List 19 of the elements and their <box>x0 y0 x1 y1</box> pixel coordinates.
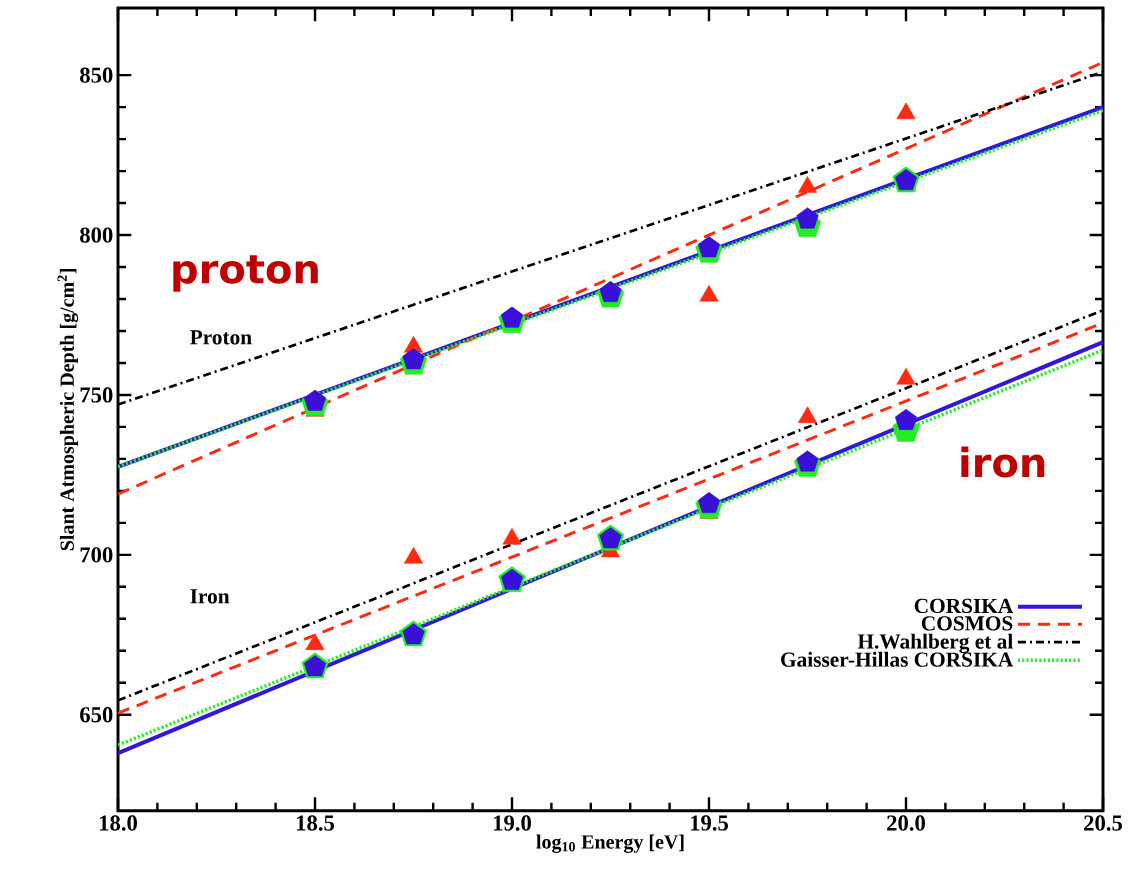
x-tick-label: 18.0 <box>99 815 137 831</box>
x-tick-label: 20.5 <box>1084 815 1122 831</box>
y-tick-label: 700 <box>80 547 113 563</box>
annotation: proton <box>173 255 318 292</box>
annotation: Proton <box>190 330 252 345</box>
legend-label: COSMOS <box>921 616 1013 631</box>
y-tick-label: 850 <box>80 67 113 83</box>
y-tick-label: 650 <box>80 707 113 723</box>
x-tick-label: 19.0 <box>493 815 531 831</box>
x-tick-label: 18.5 <box>296 815 334 831</box>
x-axis-title: log$_{10}$ Energy [eV] <box>536 834 684 853</box>
x-tick-label: 20.0 <box>887 815 925 831</box>
y-tick-label: 800 <box>80 227 113 243</box>
y-axis-title: Slant Atmospheric Depth [g/cm$^{2}$] <box>57 268 79 551</box>
y-tick-label: 750 <box>80 387 113 403</box>
legend-label: CORSIKA <box>914 598 1014 614</box>
annotation: iron <box>961 446 1045 478</box>
x-tick-label: 19.5 <box>690 815 728 831</box>
annotation: Iron <box>190 589 230 604</box>
